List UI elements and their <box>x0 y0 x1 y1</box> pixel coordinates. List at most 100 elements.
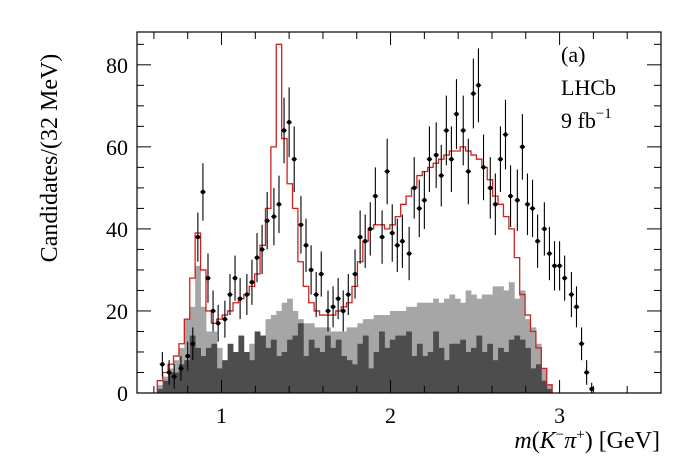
component-dark-bin <box>238 335 245 393</box>
component-light-bin <box>449 294 456 393</box>
component-dark-bin <box>233 351 239 393</box>
x-title-open: ( <box>532 428 540 454</box>
data-point <box>330 286 336 328</box>
plot-area <box>156 43 595 393</box>
component-dark-bin <box>373 351 380 393</box>
data-point <box>453 79 460 149</box>
component-dark-bin <box>411 356 418 393</box>
data-point <box>367 202 373 256</box>
component-light-bin <box>368 319 375 393</box>
data-point <box>205 253 211 303</box>
y-tick-labels: 0 20 40 60 80 <box>106 53 128 406</box>
data-point <box>159 351 166 377</box>
data-point <box>166 360 172 385</box>
component-dark-bin <box>200 356 207 393</box>
component-dark-bin <box>249 360 256 393</box>
data-point <box>298 196 304 254</box>
data-point <box>291 126 297 192</box>
data-points <box>159 48 595 393</box>
component-dark-bin <box>427 351 434 393</box>
component-dark-bin <box>362 335 369 393</box>
data-point <box>362 214 368 268</box>
data-point <box>524 173 531 236</box>
data-point <box>178 356 184 381</box>
data-point <box>345 274 351 316</box>
data-point <box>534 214 541 268</box>
data-point <box>195 212 201 262</box>
component-light-bin <box>492 286 499 393</box>
component-light-bin <box>530 327 537 393</box>
data-point <box>573 286 580 328</box>
data-point <box>480 134 487 201</box>
luminosity-label: 9 fb−1 <box>561 106 612 133</box>
component-dark-bin <box>222 360 229 393</box>
data-point <box>232 255 238 301</box>
component-dark-bin <box>178 364 185 393</box>
data-point <box>313 271 319 318</box>
data-point <box>308 245 314 295</box>
x-title-m: m <box>514 428 531 454</box>
data-point <box>460 95 466 166</box>
component-dark-bin <box>189 335 196 393</box>
component-dark-bin <box>281 351 288 393</box>
component-dark-bin <box>211 343 218 393</box>
component-light-bin <box>281 302 288 393</box>
component-dark-bin <box>508 339 515 393</box>
component-dark-bin <box>519 339 526 393</box>
data-point <box>254 233 260 283</box>
component-dark-bin <box>503 351 510 393</box>
component-dark-bin <box>270 339 277 393</box>
component-dark-bin <box>195 347 201 393</box>
component-dark-bin <box>303 356 310 393</box>
component-light-bin <box>546 384 553 393</box>
data-point <box>281 97 287 164</box>
component-dark-bin <box>460 339 466 393</box>
component-dark-bin <box>297 323 304 393</box>
data-point <box>406 226 412 281</box>
component-dark-bin <box>157 388 164 393</box>
y-axis-title: Candidates/(32 MeV) <box>37 54 63 263</box>
component-dark-bin <box>324 335 331 393</box>
data-point <box>185 341 191 371</box>
component-dark-bin <box>184 360 191 393</box>
component-light-bin <box>411 306 418 393</box>
component-light-bin <box>487 294 494 393</box>
component-dark-bin <box>357 343 364 393</box>
component-dark-bin <box>416 343 423 393</box>
component-dark-bin <box>498 347 504 393</box>
data-point <box>411 157 417 219</box>
component-dark-bin <box>205 347 212 393</box>
x-tick-label: 3 <box>554 403 565 428</box>
data-point <box>588 382 595 393</box>
x-tick-label: 2 <box>385 403 396 428</box>
data-point <box>171 364 177 389</box>
data-point <box>276 175 282 234</box>
plot-frame <box>136 31 662 394</box>
component-dark-bin <box>287 339 293 393</box>
data-point <box>443 95 450 166</box>
axis-ticks <box>137 32 662 394</box>
component-dark-bin <box>400 335 407 393</box>
component-light-bin <box>352 327 358 393</box>
component-light-bin <box>465 290 472 393</box>
y-tick-label: 60 <box>106 135 128 160</box>
component-light-bin <box>422 302 429 393</box>
component-dark-bin <box>389 339 396 393</box>
component-light-bin <box>498 286 504 393</box>
component-dark-bin <box>443 360 450 393</box>
data-point <box>551 241 558 291</box>
component-dark-bin <box>438 347 445 393</box>
experiment-label: LHCb <box>561 75 616 100</box>
data-point <box>259 224 265 275</box>
x-title-plus: + <box>576 427 584 443</box>
data-point <box>502 99 509 170</box>
component-dark-bin <box>335 339 342 393</box>
data-point <box>583 360 590 385</box>
component-dark-bin <box>492 360 499 393</box>
data-point <box>578 327 585 361</box>
component-dark-bin <box>422 356 429 393</box>
component-dark-bin <box>292 335 299 393</box>
data-point <box>237 278 243 320</box>
panel-label: (a) <box>561 42 585 67</box>
data-point <box>421 171 428 229</box>
